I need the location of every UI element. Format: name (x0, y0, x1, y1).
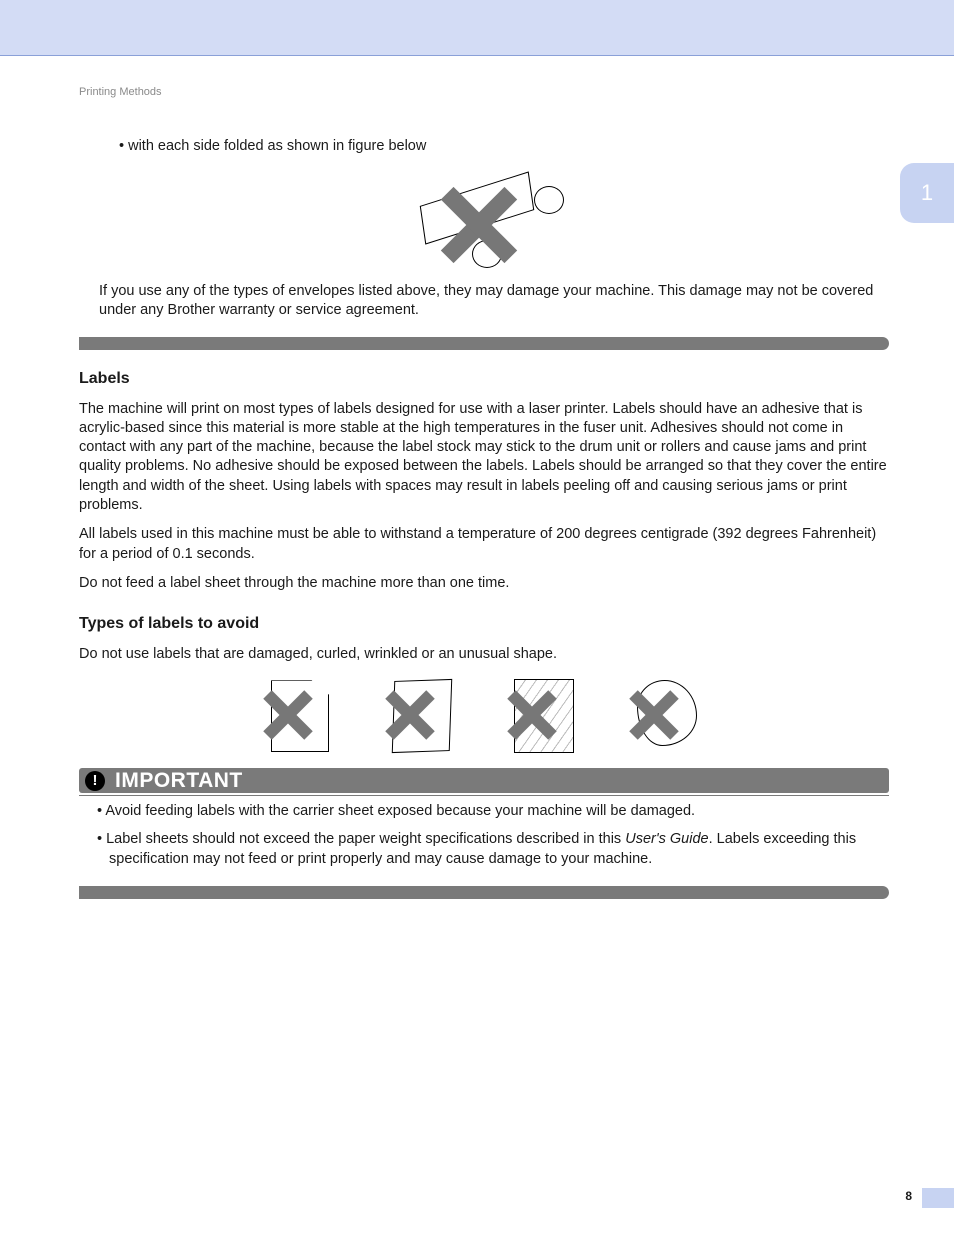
labels-heading: Labels (79, 370, 889, 388)
avoid-p1: Do not use labels that are damaged, curl… (79, 645, 889, 664)
important-item: Label sheets should not exceed the paper… (97, 830, 889, 869)
intro-warning: If you use any of the types of envelopes… (99, 282, 889, 321)
labels-p3: Do not feed a label sheet through the ma… (79, 574, 889, 593)
chapter-tab: 1 (900, 163, 954, 223)
cross-out-icon (625, 686, 683, 744)
important-list: Avoid feeding labels with the carrier sh… (97, 802, 889, 869)
figure-wrinkled-label (509, 678, 581, 754)
important-text: Label sheets should not exceed the paper… (106, 831, 625, 847)
important-bar: ! IMPORTANT (79, 768, 889, 793)
header-band (0, 0, 954, 56)
section-divider (79, 337, 889, 350)
important-italic: User's Guide (625, 831, 708, 847)
cross-out-icon (434, 180, 524, 270)
avoid-heading: Types of labels to avoid (79, 615, 889, 633)
section-divider (79, 886, 889, 899)
page-content: with each side folded as shown in figure… (79, 138, 889, 919)
cross-out-icon (381, 686, 439, 744)
figure-damaged-label (265, 678, 337, 754)
cross-out-icon (259, 686, 317, 744)
figure-unusual-label (631, 678, 703, 754)
figures-labels-avoid (79, 678, 889, 754)
intro-bullet: with each side folded as shown in figure… (119, 138, 889, 154)
cross-out-icon (503, 686, 561, 744)
important-label: IMPORTANT (115, 769, 243, 793)
labels-p1: The machine will print on most types of … (79, 400, 889, 516)
page-number-stripe (922, 1188, 954, 1208)
important-icon: ! (85, 771, 105, 791)
important-rule (79, 795, 889, 796)
important-text: Avoid feeding labels with the carrier sh… (105, 803, 695, 819)
important-item: Avoid feeding labels with the carrier sh… (97, 802, 889, 822)
figure-envelope-x (394, 170, 574, 270)
page-number: 8 (905, 1189, 912, 1203)
labels-p2: All labels used in this machine must be … (79, 525, 889, 564)
breadcrumb: Printing Methods (79, 86, 162, 98)
figure-curled-label (387, 678, 459, 754)
